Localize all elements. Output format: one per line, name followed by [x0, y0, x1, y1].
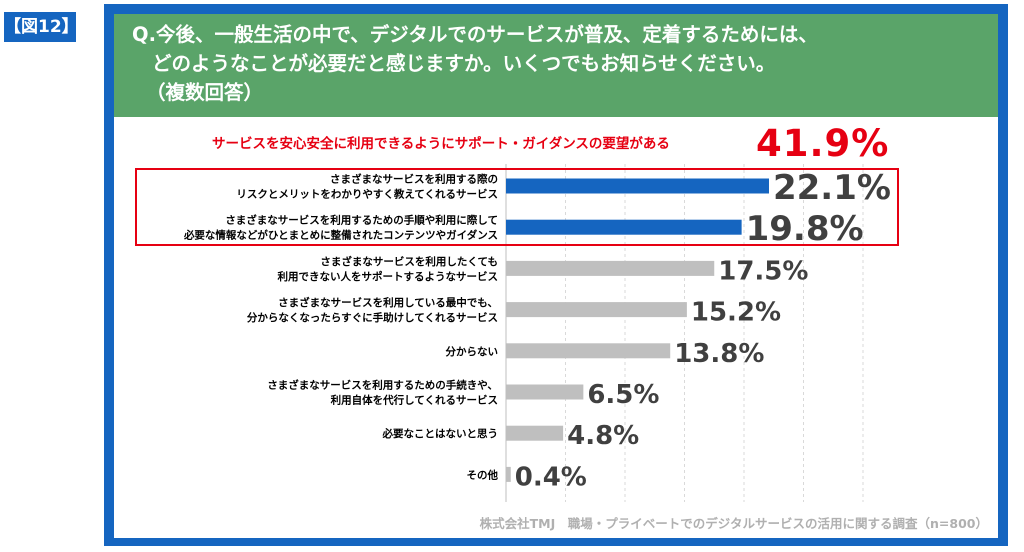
- question-line-2: どのようなことが必要だと感じますか。いくつでもお知らせください。: [152, 52, 776, 75]
- category-label-6-line-1: さまざまなサービスを利用するための手続きや、: [267, 379, 498, 392]
- chart-panel: Q.今後、一般生活の中で、デジタルでのサービスが普及、定着するためには、 どのよ…: [114, 14, 998, 538]
- value-label-7: 4.8%: [567, 421, 639, 451]
- bar-7: [506, 425, 564, 441]
- value-label-3: 17.5%: [718, 256, 808, 286]
- category-label-4-line-1: さまざまなサービスを利用している最中でも、: [278, 296, 498, 309]
- category-label-2-line-2: 必要な情報などがひとまとめに整備されたコンテンツやガイダンス: [183, 229, 498, 242]
- value-label-6: 6.5%: [587, 380, 659, 410]
- category-label-1-line-2: リスクとメリットをわかりやすく教えてくれるサービス: [236, 188, 498, 201]
- footnote: 株式会社TMJ 職場・プライベートでのデジタルサービスの活用に関する調査（n=8…: [479, 516, 988, 531]
- category-label-3-line-1: さまざまなサービスを利用したくても: [320, 255, 498, 268]
- value-label-5: 13.8%: [674, 339, 764, 369]
- figure-tag: 【図12】: [4, 12, 79, 42]
- highlight-box: [135, 168, 899, 246]
- category-label-8-line-1: その他: [467, 468, 499, 481]
- summary-value: 41.9%: [756, 122, 890, 165]
- bar-1: [506, 178, 769, 194]
- bar-8: [506, 466, 511, 482]
- bar-4: [506, 302, 687, 318]
- summary-label: サービスを安心安全に利用できるようにサポート・ガイダンスの要望がある: [212, 136, 670, 152]
- category-label-1-line-1: さまざまなサービスを利用する際の: [330, 173, 498, 186]
- category-label-4-line-2: 分からなくなったらすぐに手助けしてくれるサービス: [247, 311, 498, 324]
- value-label-1: 22.1%: [773, 168, 891, 208]
- category-label-6-line-2: 利用自体を代行してくれるサービス: [331, 394, 498, 407]
- category-label-5-line-1: 分からない: [446, 345, 499, 358]
- bar-3: [506, 260, 715, 276]
- value-label-8: 0.4%: [515, 462, 587, 492]
- category-label-2-line-1: さまざまなサービスを利用するための手順や利用に際して: [225, 214, 498, 227]
- bar-2: [506, 219, 742, 235]
- value-label-4: 15.2%: [691, 298, 781, 328]
- category-label-3-line-2: 利用できない人をサポートするようなサービス: [278, 270, 499, 283]
- question-line-3: （複数回答）: [146, 81, 264, 104]
- bar-chart: 22.1% さまざまなサービスを利用する際のリスクとメリットをわかりやすく教えてく…: [183, 164, 891, 502]
- bar-6: [506, 384, 584, 400]
- value-label-2: 19.8%: [746, 209, 864, 249]
- question-line-1: Q.今後、一般生活の中で、デジタルでのサービスが普及、定着するためには、: [132, 23, 818, 46]
- category-label-7-line-1: 必要なことはないと思う: [382, 427, 499, 440]
- bar-5: [506, 343, 671, 359]
- question-header: Q.今後、一般生活の中で、デジタルでのサービスが普及、定着するためには、 どのよ…: [114, 14, 998, 117]
